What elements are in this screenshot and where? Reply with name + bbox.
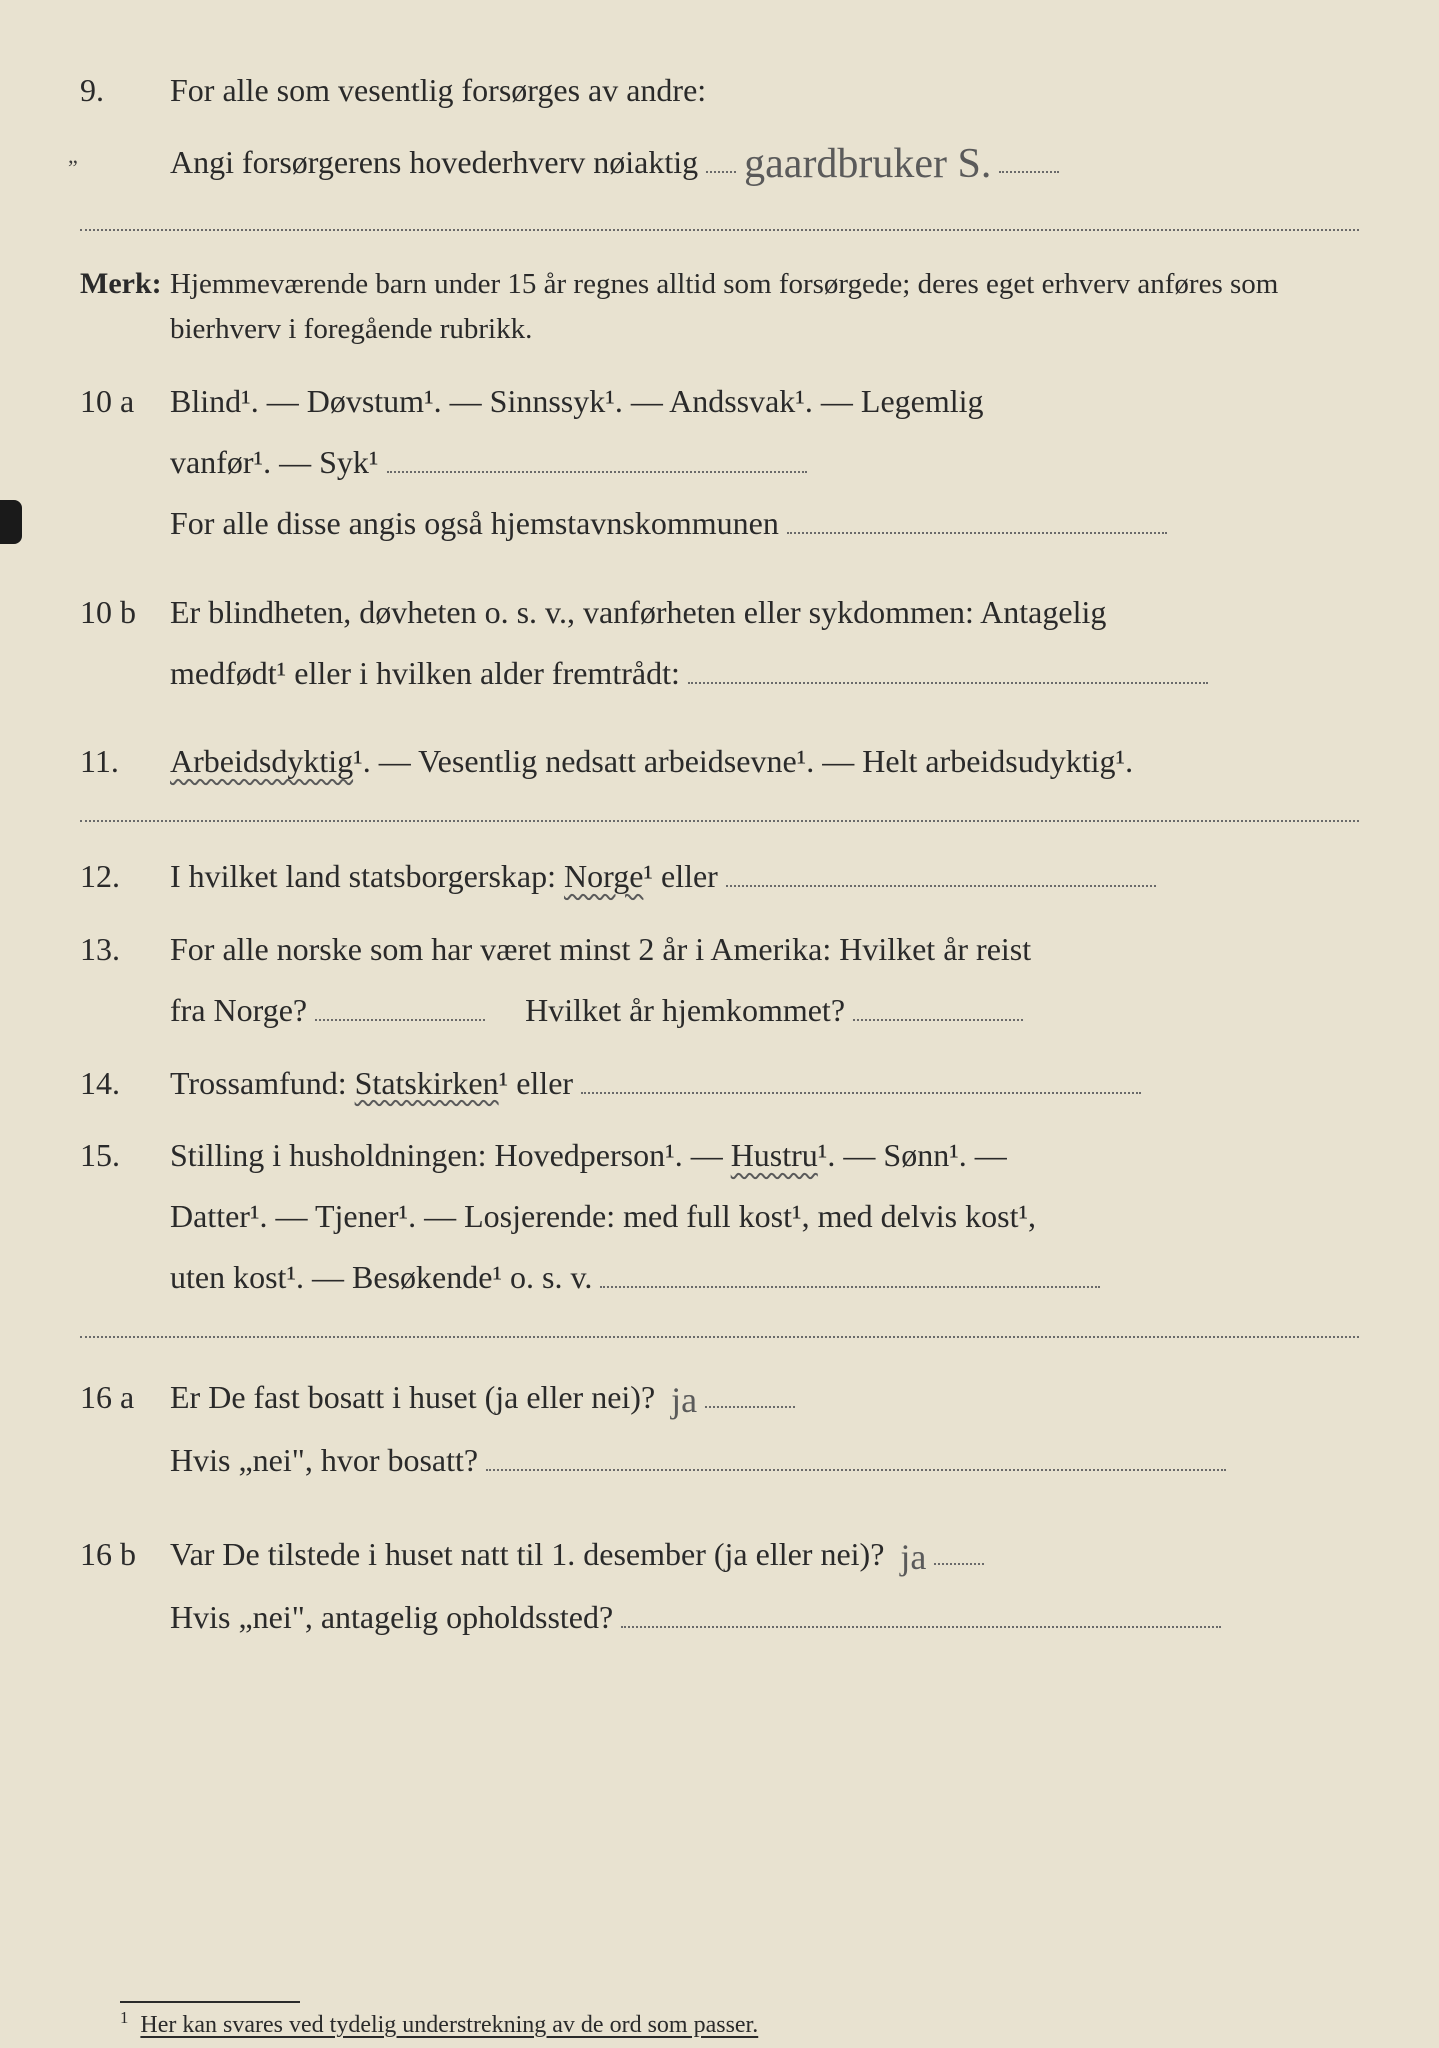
q16a-line1: Er De fast bosatt i huset (ja eller nei)…: [170, 1379, 655, 1415]
q11-rest: ¹. — Vesentlig nedsatt arbeidsevne¹. — H…: [353, 743, 1133, 779]
fill: [934, 1534, 984, 1565]
q10a-line1: Blind¹. — Døvstum¹. — Sinnssyk¹. — Andss…: [170, 383, 984, 419]
q15-line1-post: ¹. — Sønn¹. —: [818, 1137, 1007, 1173]
q9: 9. For alle som vesentlig forsørges av a…: [80, 60, 1359, 201]
q11-wavy: Arbeidsdyktig: [170, 743, 353, 779]
q10b: 10 b Er blindheten, døvheten o. s. v., v…: [80, 582, 1359, 704]
scan-notch: [0, 500, 22, 544]
q15-line3: uten kost¹. — Besøkende¹ o. s. v.: [170, 1259, 592, 1295]
q13: 13. For alle norske som har været minst …: [80, 919, 1359, 1041]
stray-mark: ”: [68, 155, 78, 181]
merk-row: Merk: Hjemmeværende barn under 15 år reg…: [80, 255, 1359, 352]
q14: 14. Trossamfund: Statskirken¹ eller: [80, 1053, 1359, 1114]
footnote-rule: [120, 2001, 300, 2003]
q12-after: ¹ eller: [643, 858, 717, 894]
fill: [387, 442, 807, 473]
q16b-num: 16 b: [80, 1524, 170, 1585]
q10a-body: Blind¹. — Døvstum¹. — Sinnssyk¹. — Andss…: [170, 371, 1359, 553]
q13-line2b: Hvilket år hjemkommet?: [525, 992, 845, 1028]
q9-handwritten: gaardbruker S.: [744, 125, 991, 205]
footnote: 1 Her kan svares ved tydelig understrekn…: [120, 2001, 1319, 2038]
fill: [486, 1440, 1226, 1471]
q10a-line3: For alle disse angis også hjemstavnskomm…: [170, 505, 779, 541]
fill: [787, 503, 1167, 534]
divider: [80, 1336, 1359, 1338]
fill: [581, 1063, 1141, 1094]
q10b-line2: medfødt¹ eller i hvilken alder fremtrådt…: [170, 655, 680, 691]
q14-num: 14.: [80, 1053, 170, 1114]
q16b-line2: Hvis „nei", antagelig opholdssted?: [170, 1599, 613, 1635]
q11-num: 11.: [80, 731, 170, 792]
q10a-num: 10 a: [80, 371, 170, 432]
fill: [600, 1257, 1100, 1288]
fill: [853, 990, 1023, 1021]
q10a: 10 a Blind¹. — Døvstum¹. — Sinnssyk¹. — …: [80, 371, 1359, 553]
q13-body: For alle norske som har været minst 2 år…: [170, 919, 1359, 1041]
q13-line1: For alle norske som har været minst 2 år…: [170, 931, 1031, 967]
q14-body: Trossamfund: Statskirken¹ eller: [170, 1053, 1359, 1114]
q16a: 16 a Er De fast bosatt i huset (ja eller…: [80, 1362, 1359, 1491]
q16b: 16 b Var De tilstede i huset natt til 1.…: [80, 1519, 1359, 1648]
q11: 11. Arbeidsdyktig¹. — Vesentlig nedsatt …: [80, 731, 1359, 792]
q10b-body: Er blindheten, døvheten o. s. v., vanfør…: [170, 582, 1359, 704]
fill: [705, 1377, 795, 1408]
divider: [80, 820, 1359, 822]
q16b-hand: ja: [900, 1523, 926, 1591]
fill: [726, 856, 1156, 887]
q16b-body: Var De tilstede i huset natt til 1. dese…: [170, 1519, 1359, 1648]
fill: [999, 142, 1059, 173]
q10b-num: 10 b: [80, 582, 170, 643]
q12-wavy: Norge: [564, 858, 643, 894]
q9-num: 9.: [80, 60, 170, 121]
footnote-text: Her kan svares ved tydelig understreknin…: [140, 2012, 758, 2038]
fill: [688, 653, 1208, 684]
q16a-num: 16 a: [80, 1367, 170, 1428]
q10a-line2: vanfør¹. — Syk¹: [170, 444, 379, 480]
q15-line1-wavy: Hustru: [731, 1137, 818, 1173]
q11-body: Arbeidsdyktig¹. — Vesentlig nedsatt arbe…: [170, 731, 1359, 792]
q15-num: 15.: [80, 1125, 170, 1186]
q15-line2: Datter¹. — Tjener¹. — Losjerende: med fu…: [170, 1198, 1036, 1234]
q13-line2a: fra Norge?: [170, 992, 307, 1028]
q14-after: ¹ eller: [499, 1065, 573, 1101]
fill: [706, 142, 736, 173]
q16b-line1: Var De tilstede i huset natt til 1. dese…: [170, 1536, 884, 1572]
q15-body: Stilling i husholdningen: Hovedperson¹. …: [170, 1125, 1359, 1307]
q12-prefix: I hvilket land statsborgerskap:: [170, 858, 564, 894]
divider: [80, 229, 1359, 231]
q15-line1-pre: Stilling i husholdningen: Hovedperson¹. …: [170, 1137, 731, 1173]
q9-line1: For alle som vesentlig forsørges av andr…: [170, 72, 706, 108]
q14-wavy: Statskirken: [355, 1065, 499, 1101]
q14-prefix: Trossamfund:: [170, 1065, 355, 1101]
census-form-page: ” 9. For alle som vesentlig forsørges av…: [0, 0, 1439, 2048]
q16a-line2: Hvis „nei", hvor bosatt?: [170, 1442, 478, 1478]
q16a-body: Er De fast bosatt i huset (ja eller nei)…: [170, 1362, 1359, 1491]
merk-label: Merk:: [80, 255, 170, 312]
q12-num: 12.: [80, 846, 170, 907]
q12-body: I hvilket land statsborgerskap: Norge¹ e…: [170, 846, 1359, 907]
q16a-hand: ja: [671, 1366, 697, 1434]
footnote-marker: 1: [120, 2008, 128, 2027]
fill: [621, 1598, 1221, 1629]
fill: [315, 990, 485, 1021]
q13-num: 13.: [80, 919, 170, 980]
merk-text: Hjemmeværende barn under 15 år regnes al…: [170, 262, 1359, 352]
q15: 15. Stilling i husholdningen: Hovedperso…: [80, 1125, 1359, 1307]
q9-body: For alle som vesentlig forsørges av andr…: [170, 60, 1359, 201]
q9-line2-prefix: Angi forsørgerens hovederhverv nøiaktig: [170, 144, 698, 180]
q12: 12. I hvilket land statsborgerskap: Norg…: [80, 846, 1359, 907]
q10b-line1: Er blindheten, døvheten o. s. v., vanfør…: [170, 594, 1106, 630]
